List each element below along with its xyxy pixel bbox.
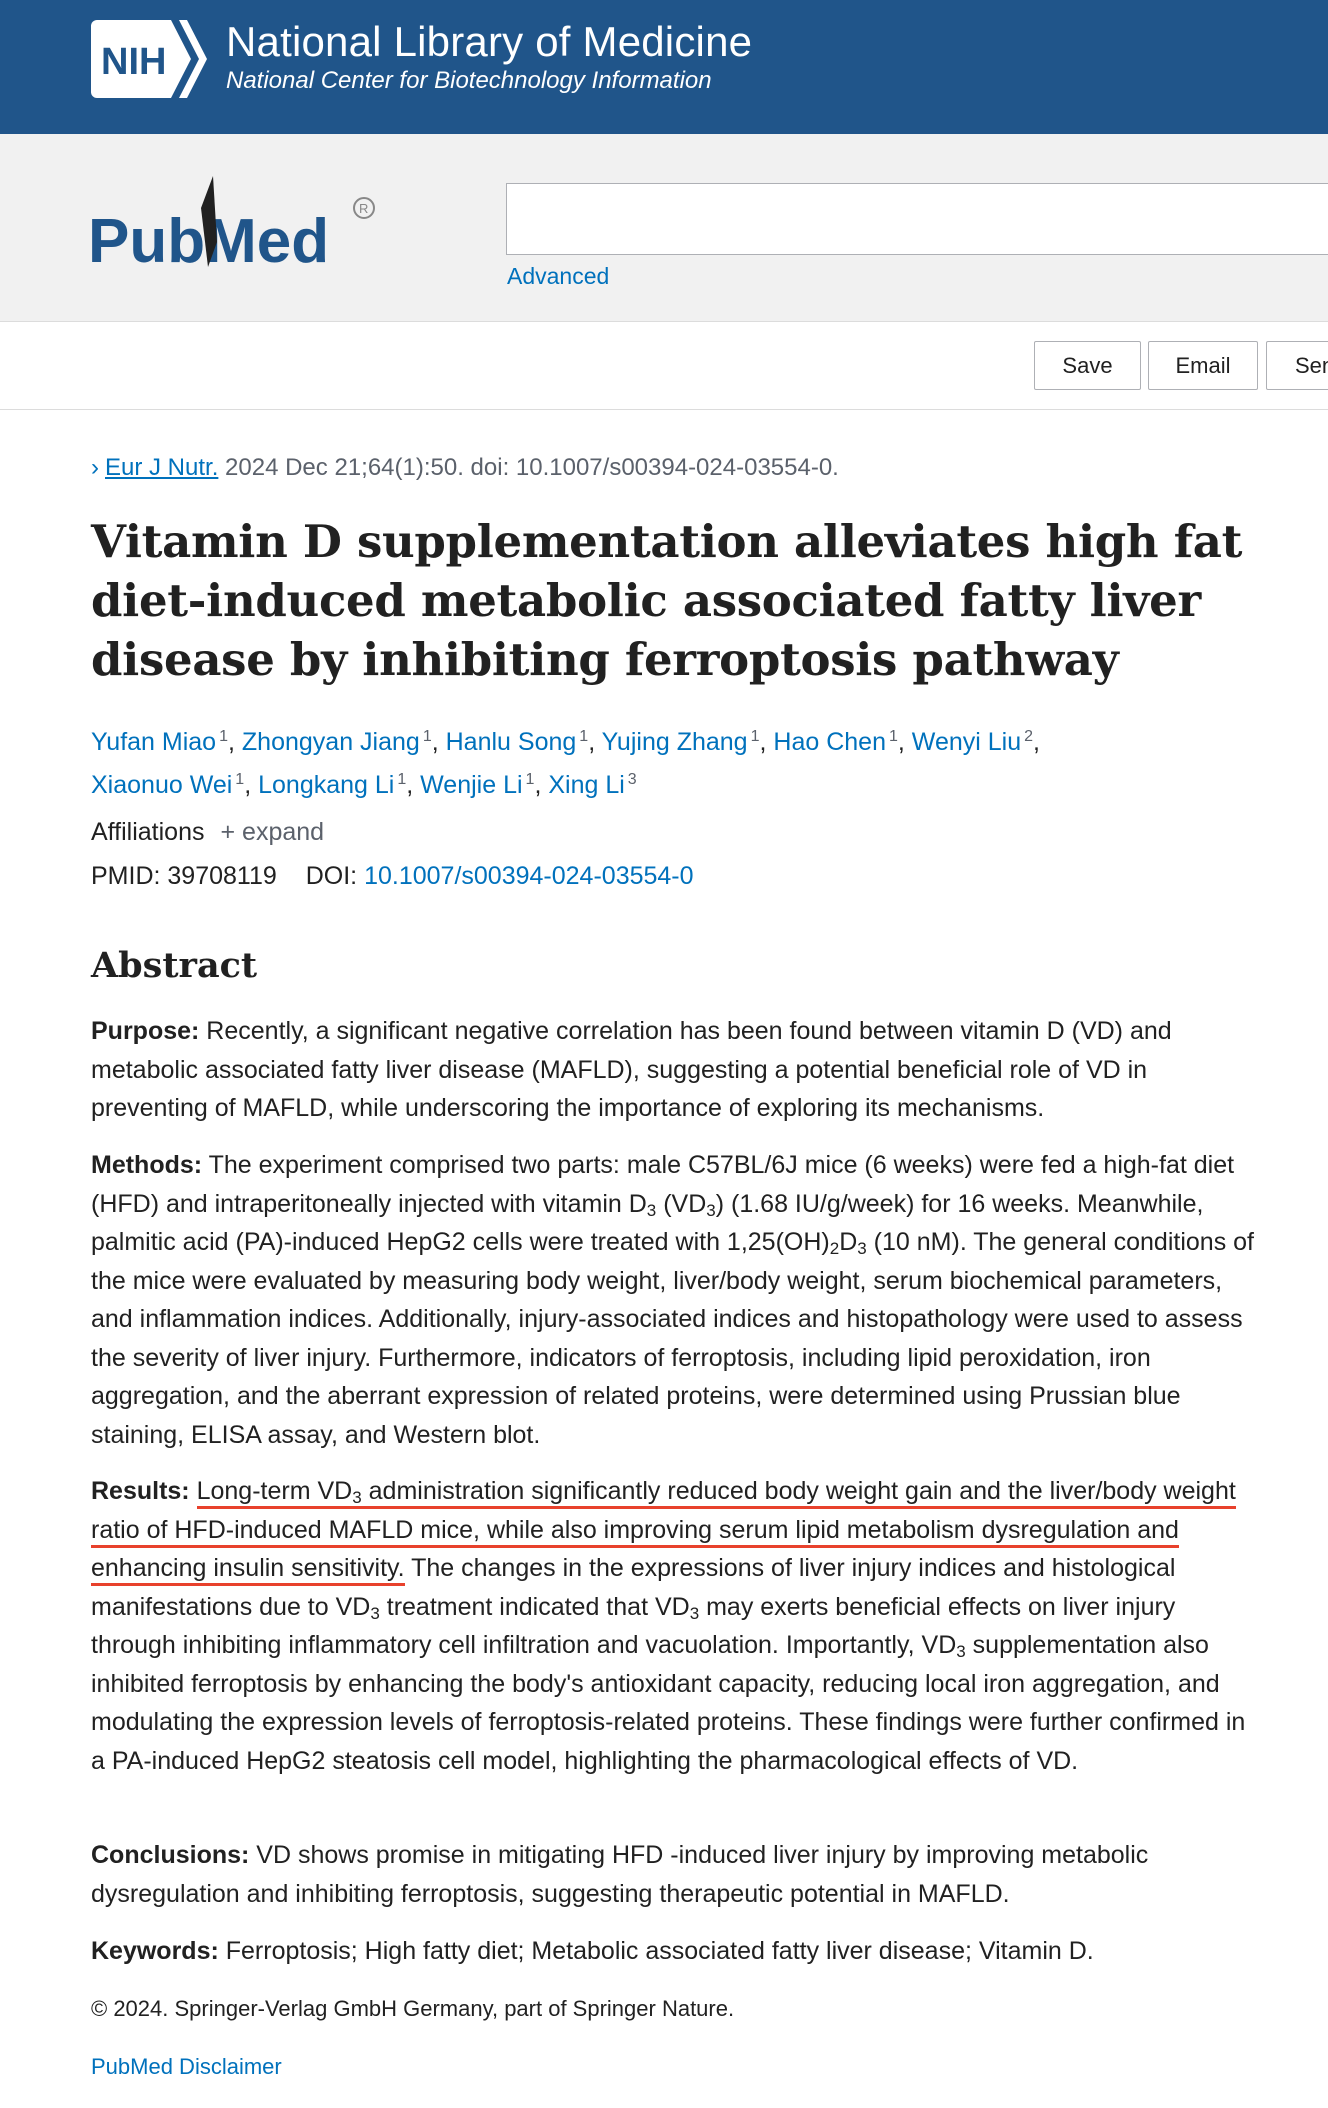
nih-logo-text: NIH xyxy=(101,41,166,83)
purpose-text: Recently, a significant negative correla… xyxy=(91,1017,1172,1122)
author-link[interactable]: Zhongyan Jiang xyxy=(241,728,420,756)
subscript: 3 xyxy=(956,1642,966,1661)
author-separator: , xyxy=(588,728,602,756)
results-text: The changes in the expressions of liver … xyxy=(91,1554,1176,1621)
authors-list: Yufan Miao 1, Zhongyan Jiang 1, Hanlu Song… xyxy=(91,718,1261,804)
author-separator: , xyxy=(431,728,446,756)
author-link[interactable]: Yufan Miao xyxy=(91,728,217,756)
pmid-value: 39708119 xyxy=(167,862,277,890)
subscript: 2 xyxy=(829,1239,840,1258)
author-link[interactable]: Hao Chen xyxy=(773,728,886,756)
author-link[interactable]: Xiaonuo Wei xyxy=(91,771,233,799)
methods-text: The experiment comprised two parts: male… xyxy=(91,1151,1235,1218)
keywords-label: Keywords: xyxy=(91,1937,219,1965)
author-separator: , xyxy=(228,728,242,756)
pubmed-logo-icon[interactable]: PubMed R xyxy=(88,172,388,282)
send-to-button[interactable]: Send to xyxy=(1266,341,1328,390)
author-link[interactable]: Longkang Li xyxy=(258,771,395,799)
conclusions-label: Conclusions: xyxy=(91,1841,250,1869)
author-affiliation-number[interactable]: 2 xyxy=(1024,728,1034,745)
affiliations-label: Affiliations xyxy=(91,818,205,846)
results-text: administration significantly reduced bod… xyxy=(91,1477,1236,1582)
abstract-results: Results: Long-term VD3 administration si… xyxy=(91,1472,1256,1780)
chevron-right-icon[interactable]: › xyxy=(91,454,99,481)
abstract-conclusions: Conclusions: VD shows promise in mitigat… xyxy=(91,1836,1256,1913)
search-input[interactable] xyxy=(506,183,1328,255)
author-affiliation-number[interactable]: 1 xyxy=(422,728,432,745)
abstract-purpose: Purpose: Recently, a significant negativ… xyxy=(91,1012,1256,1128)
email-button[interactable]: Email xyxy=(1148,341,1258,390)
author-separator: , xyxy=(1033,728,1040,756)
nih-title: National Library of Medicine xyxy=(226,18,753,65)
citation: › Eur J Nutr. 2024 Dec 21;64(1):50. doi: … xyxy=(91,454,839,482)
results-text: Long-term VD xyxy=(196,1477,353,1505)
methods-text: (VD xyxy=(656,1189,707,1218)
methods-text: D xyxy=(839,1228,858,1256)
author-link[interactable]: Wenyi Liu xyxy=(911,728,1022,756)
affiliations-row: Affiliations + expand xyxy=(91,818,324,847)
nih-logo-icon[interactable]: NIH xyxy=(91,20,215,98)
conclusions-text: VD shows promise in mitigating HFD -indu… xyxy=(91,1841,1149,1908)
author-separator: , xyxy=(406,771,421,799)
doi-link[interactable]: 10.1007/s00394-024-03554-0 xyxy=(364,862,694,890)
author-link[interactable]: Hanlu Song xyxy=(445,728,577,756)
subscript: 3 xyxy=(352,1488,362,1507)
author-link[interactable]: Wenjie Li xyxy=(420,771,523,799)
subscript: 3 xyxy=(706,1200,716,1220)
doi-label: DOI: xyxy=(305,862,358,890)
copyright-notice: © 2024. Springer-Verlag GmbH Germany, pa… xyxy=(91,1996,735,2021)
subscript: 3 xyxy=(646,1200,657,1220)
author-separator: , xyxy=(244,771,259,799)
save-button[interactable]: Save xyxy=(1034,341,1141,390)
author-affiliation-number[interactable]: 1 xyxy=(219,728,228,745)
methods-text: (10 nM). The general conditions of the m… xyxy=(91,1228,1254,1449)
results-text: supplementation also inhibited ferroptos… xyxy=(91,1631,1246,1775)
abstract-keywords: Keywords: Ferroptosis; High fatty diet; … xyxy=(91,1932,1256,1971)
author-affiliation-number[interactable]: 1 xyxy=(397,771,407,788)
author-affiliation-number[interactable]: 1 xyxy=(750,728,760,745)
author-affiliation-number[interactable]: 1 xyxy=(579,728,589,745)
author-separator: , xyxy=(897,728,912,756)
author-affiliation-number[interactable]: 3 xyxy=(627,771,637,788)
highlighted-results-text: Long-term VD3 administration significant… xyxy=(91,1477,1236,1586)
subscript: 3 xyxy=(857,1239,867,1258)
advanced-search-link[interactable]: Advanced xyxy=(507,263,610,289)
results-text: treatment indicated that VD xyxy=(379,1592,690,1621)
nih-subtitle: National Center for Biotechnology Inform… xyxy=(226,67,712,94)
abstract-methods: Methods: The experiment comprised two pa… xyxy=(91,1146,1256,1454)
article-title: Vitamin D supplementation alleviates hig… xyxy=(91,515,1243,686)
methods-label: Methods: xyxy=(91,1151,203,1179)
expand-affiliations-button[interactable]: + expand xyxy=(220,818,325,846)
pmid-label: PMID: xyxy=(91,862,161,890)
author-affiliation-number[interactable]: 1 xyxy=(525,771,535,788)
author-affiliation-number[interactable]: 1 xyxy=(235,771,245,788)
author-affiliation-number[interactable]: 1 xyxy=(888,728,898,745)
results-text: may exerts beneficial effects on liver i… xyxy=(91,1592,1176,1660)
author-link[interactable]: Yujing Zhang xyxy=(601,728,748,756)
subscript: 3 xyxy=(689,1603,700,1623)
purpose-label: Purpose: xyxy=(91,1017,200,1045)
author-link[interactable]: Xing Li xyxy=(548,771,625,799)
svg-text:R: R xyxy=(359,201,368,216)
author-separator: , xyxy=(534,771,549,799)
identifiers-row: PMID: 39708119 DOI: 10.1007/s00394-024-0… xyxy=(91,862,694,891)
author-separator: , xyxy=(759,728,774,756)
pubmed-disclaimer-link[interactable]: PubMed Disclaimer xyxy=(91,2054,282,2079)
journal-link[interactable]: Eur J Nutr. xyxy=(105,454,219,481)
methods-text: ) (1.68 IU/g/week) for 16 weeks. Meanwhi… xyxy=(91,1189,1204,1257)
subscript: 3 xyxy=(370,1603,380,1623)
abstract-heading: Abstract xyxy=(91,945,258,986)
keywords-text: Ferroptosis; High fatty diet; Metabolic … xyxy=(218,1937,1094,1965)
citation-details: 2024 Dec 21;64(1):50. doi: 10.1007/s0039… xyxy=(218,454,839,481)
nih-header: NIH National Library of Medicine Nationa… xyxy=(0,0,1328,134)
results-label: Results: xyxy=(91,1477,190,1505)
